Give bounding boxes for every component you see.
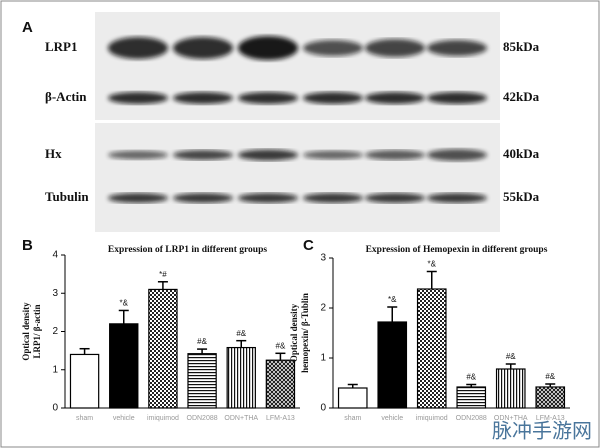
blot-size: 40kDa	[503, 146, 540, 161]
blot-band	[238, 193, 298, 203]
blot-label: LRP1	[45, 39, 78, 54]
x-tick-label: ODN+THA	[494, 415, 528, 422]
bar-annotation: #&	[236, 329, 246, 338]
y-tick-label: 2	[320, 303, 326, 314]
bar	[416, 288, 447, 409]
blot-band	[173, 193, 233, 203]
blot-size: 85kDa	[503, 39, 540, 54]
y-tick-label: 3	[320, 253, 326, 264]
blot-size: 42kDa	[503, 89, 540, 104]
bar-annotation: *&	[388, 295, 397, 304]
y-tick-label: 1	[320, 353, 326, 364]
x-tick-label: ODN2088	[187, 415, 218, 422]
blot-band	[365, 39, 425, 57]
blot-band	[303, 92, 363, 104]
y-tick-label: 4	[52, 250, 58, 261]
blot-band	[303, 193, 363, 203]
x-tick-label: ODN+THA	[224, 415, 258, 422]
bar	[535, 386, 566, 409]
bar-annotation: #&	[466, 373, 476, 382]
bar	[265, 359, 296, 409]
bar	[226, 346, 256, 409]
watermark: 脉冲手游网	[492, 419, 592, 443]
y-tick-label: 0	[52, 403, 58, 414]
chart-title: Expression of LRP1 in different groups	[108, 245, 267, 255]
blot-band	[238, 92, 298, 104]
blot-band	[108, 150, 168, 160]
x-tick-label: sham	[344, 415, 361, 422]
y-axis-label: Optical density	[21, 302, 31, 361]
blot-band	[173, 92, 233, 104]
x-tick-label: LFM-A13	[266, 415, 295, 422]
blot-band	[108, 92, 168, 104]
panel-label: B	[22, 237, 33, 254]
bar	[337, 387, 368, 409]
blot-band	[365, 150, 425, 160]
y-tick-label: 0	[320, 403, 326, 414]
x-tick-label: vehicle	[113, 415, 135, 422]
x-tick-label: imiquimod	[416, 415, 448, 422]
bar-annotation: *&	[120, 299, 129, 308]
blot-band	[238, 149, 298, 161]
panel-label: A	[22, 19, 33, 36]
y-tick-label: 2	[52, 326, 58, 337]
blot-band	[238, 36, 298, 60]
blot-label: Tubulin	[45, 189, 89, 204]
bar-annotation: *&	[428, 260, 437, 269]
bar-annotation: #&	[545, 372, 555, 381]
y-axis-label: Optical density	[289, 303, 299, 362]
y-axis-label: hemopexin/ β-Tublin	[300, 293, 310, 373]
blot-size: 55kDa	[503, 189, 540, 204]
bar	[148, 288, 178, 409]
bar	[69, 353, 100, 409]
x-tick-label: LFM-A13	[536, 415, 565, 422]
chart-title: Expression of Hemopexin in different gro…	[366, 245, 548, 255]
bar-annotation: #&	[506, 352, 516, 361]
bar-annotation: *#	[159, 270, 167, 279]
x-tick-label: imiquimod	[147, 415, 179, 422]
blot-label: Hx	[45, 146, 62, 161]
x-tick-label: sham	[76, 415, 93, 422]
bar	[377, 321, 408, 409]
blot-band	[303, 150, 363, 160]
blot-band	[365, 92, 425, 104]
blot-band	[303, 40, 363, 56]
bar	[456, 386, 487, 409]
bar	[109, 323, 139, 409]
blot-label: β-Actin	[45, 89, 87, 104]
blot-band	[365, 193, 425, 203]
bar-annotation: #&	[197, 337, 207, 346]
blot-separator	[95, 120, 500, 123]
blot-band	[427, 193, 487, 203]
panel-label: C	[303, 237, 314, 254]
blot-band	[427, 92, 487, 104]
bar	[495, 368, 526, 409]
bar	[187, 353, 217, 409]
y-tick-label: 1	[52, 364, 58, 375]
blot-band	[173, 37, 233, 59]
bar-annotation: #&	[276, 341, 286, 350]
blot-band	[108, 193, 168, 203]
x-tick-label: vehicle	[381, 415, 403, 422]
y-tick-label: 3	[52, 288, 58, 299]
x-tick-label: ODN2088	[456, 415, 487, 422]
blot-band	[108, 37, 168, 59]
blot-band	[427, 149, 487, 161]
blot-band	[173, 150, 233, 160]
blot-band	[427, 40, 487, 56]
y-axis-label: LRP1/ β-actin	[32, 305, 42, 359]
